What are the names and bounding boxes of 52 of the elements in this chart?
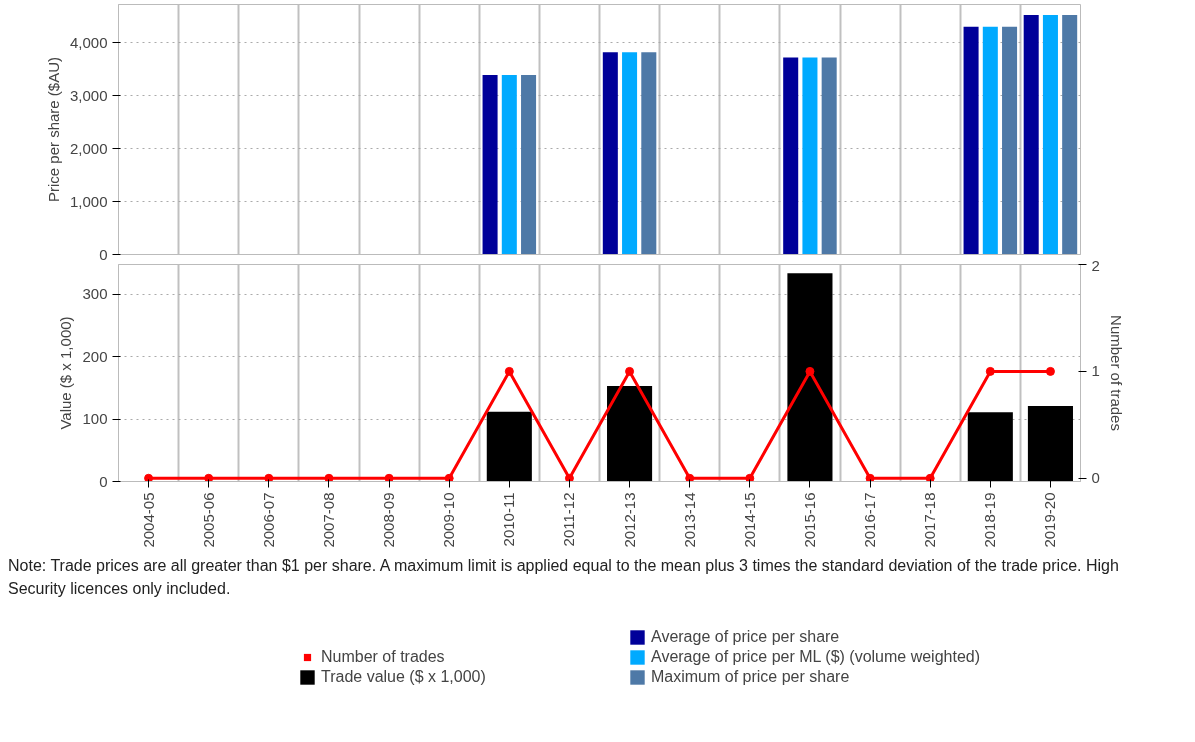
text: Note: Trade prices are all greater than $1 per share. A maximum limit is applied equal to the mean plus 3 times the standard deviation of the trade price. High Security licences only included. — [8, 556, 1120, 599]
bar — [982, 26, 998, 255]
y2-axis-title: Number of trades — [1107, 315, 1125, 431]
bar — [963, 26, 979, 255]
y-axis-title: Price per share ($AU) — [44, 56, 62, 203]
bar — [641, 52, 657, 255]
legend-label: Maximum of price per share — [651, 667, 850, 686]
y-tick-label: 4,000 — [69, 33, 108, 51]
x-tick-label: 2009-10 — [440, 492, 458, 548]
bar — [1062, 15, 1078, 255]
y-tick-label: 200 — [82, 347, 108, 365]
x-tick-label: 2005-06 — [199, 492, 217, 548]
y-tick-label: 1,000 — [69, 192, 108, 210]
y-tick-label: 100 — [82, 410, 108, 428]
legend-label: Average of price per ML ($) (volume weighted) — [651, 647, 981, 666]
x-tick-label: 2004-05 — [139, 492, 157, 548]
x-tick-label: 2013-14 — [680, 492, 698, 548]
bar — [1023, 15, 1039, 255]
legend-label: Average of price per share — [651, 627, 840, 646]
y2-tick-label: 2 — [1091, 256, 1100, 274]
legend-label: Number of trades — [321, 647, 445, 666]
y-tick-label: 3,000 — [69, 86, 108, 104]
bar — [602, 52, 618, 255]
x-tick-label: 2015-16 — [800, 492, 818, 548]
bar — [521, 74, 537, 255]
x-tick-label: 2007-08 — [319, 492, 337, 548]
bar — [802, 57, 818, 255]
legend-label: Trade value ($ x 1,000) — [321, 667, 486, 686]
x-tick-label: 2019-20 — [1041, 492, 1059, 548]
bar — [821, 57, 837, 255]
x-tick-label: 2008-09 — [380, 492, 398, 548]
bar — [482, 74, 498, 255]
y-tick-label: 300 — [82, 285, 108, 303]
y-tick-label: 0 — [99, 472, 108, 490]
bar — [622, 52, 638, 255]
x-tick-label: 2014-15 — [740, 492, 758, 548]
bar — [1042, 15, 1058, 255]
y2-tick-label: 0 — [1091, 469, 1100, 487]
bar — [783, 57, 799, 255]
bar — [1002, 26, 1018, 255]
y-tick-label: 2,000 — [69, 139, 108, 157]
y2-tick-label: 1 — [1091, 362, 1100, 380]
y-axis-title: Value ($ x 1,000) — [57, 316, 75, 430]
x-tick-label: 2018-19 — [981, 492, 999, 548]
x-tick-label: 2011-12 — [560, 492, 578, 547]
x-tick-label: 2012-13 — [620, 492, 638, 548]
x-tick-label: 2006-07 — [259, 492, 277, 548]
y-tick-label: 0 — [99, 245, 108, 263]
x-tick-label: 2010-11 — [500, 492, 518, 547]
bar — [501, 74, 517, 255]
x-tick-label: 2017-18 — [921, 492, 939, 548]
x-tick-label: 2016-17 — [861, 492, 879, 548]
